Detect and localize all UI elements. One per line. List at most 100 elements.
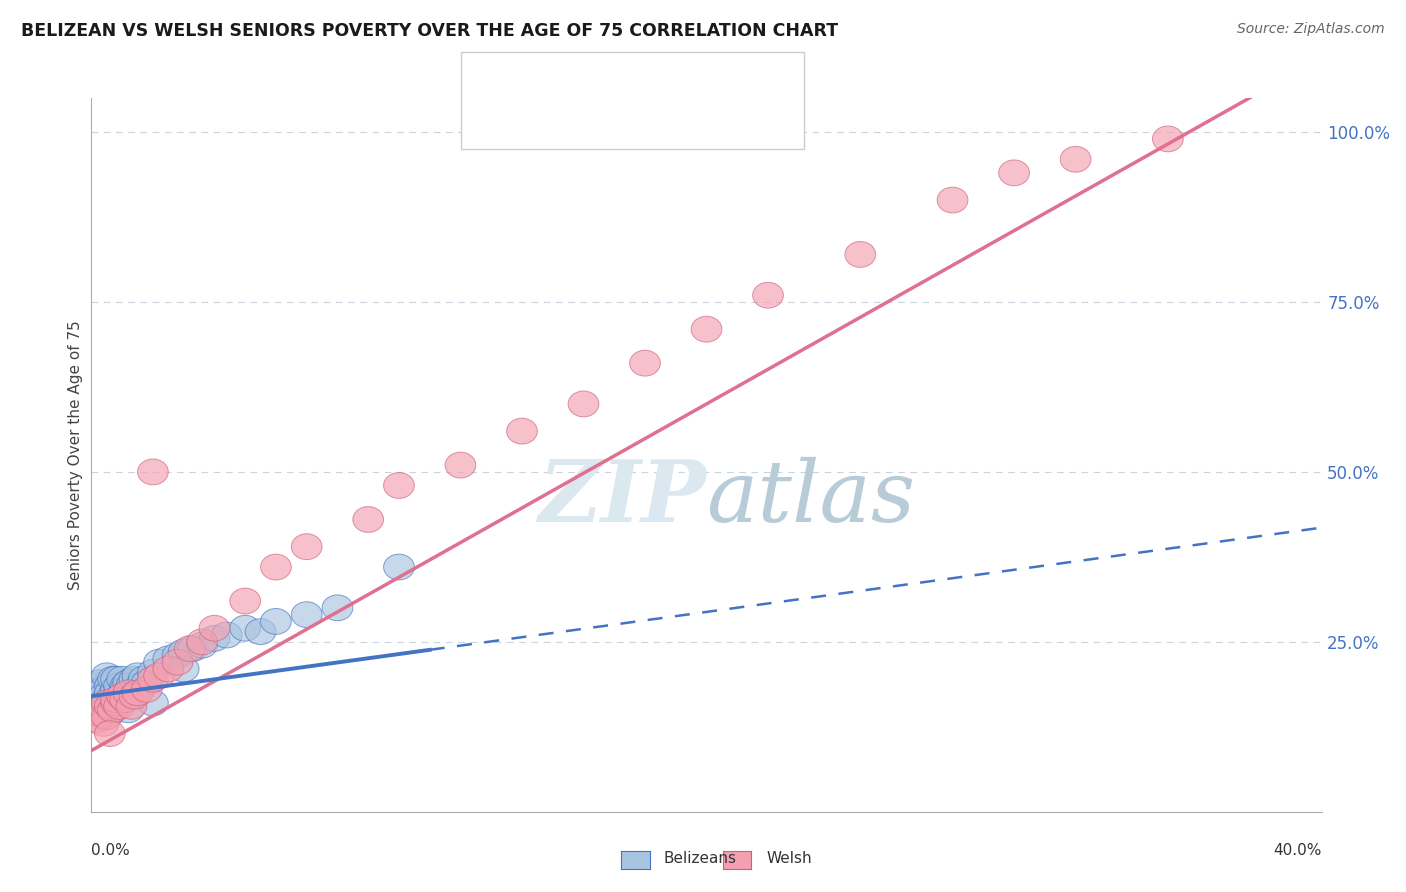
- Ellipse shape: [128, 666, 159, 692]
- Ellipse shape: [446, 452, 475, 478]
- Ellipse shape: [97, 683, 128, 709]
- Ellipse shape: [110, 687, 141, 713]
- Ellipse shape: [568, 391, 599, 417]
- Ellipse shape: [938, 187, 967, 213]
- Ellipse shape: [177, 636, 208, 662]
- Ellipse shape: [89, 710, 120, 736]
- Ellipse shape: [162, 649, 193, 675]
- Ellipse shape: [107, 666, 138, 692]
- Ellipse shape: [122, 680, 153, 706]
- Text: 0.0%: 0.0%: [91, 843, 131, 858]
- Ellipse shape: [94, 693, 125, 719]
- Ellipse shape: [229, 588, 260, 614]
- Ellipse shape: [1060, 146, 1091, 172]
- Ellipse shape: [153, 646, 184, 672]
- Ellipse shape: [107, 683, 138, 709]
- Ellipse shape: [104, 673, 135, 699]
- Ellipse shape: [1153, 126, 1184, 152]
- Ellipse shape: [82, 707, 112, 733]
- Ellipse shape: [115, 673, 146, 699]
- Ellipse shape: [89, 676, 120, 702]
- Ellipse shape: [101, 690, 131, 716]
- Ellipse shape: [138, 690, 169, 716]
- Ellipse shape: [291, 533, 322, 559]
- Ellipse shape: [692, 317, 721, 343]
- Ellipse shape: [112, 680, 143, 706]
- Ellipse shape: [94, 680, 125, 706]
- Ellipse shape: [110, 673, 141, 699]
- Ellipse shape: [120, 666, 150, 692]
- Ellipse shape: [211, 622, 242, 648]
- Ellipse shape: [101, 676, 131, 702]
- Ellipse shape: [998, 160, 1029, 186]
- Text: BELIZEAN VS WELSH SENIORS POVERTY OVER THE AGE OF 75 CORRELATION CHART: BELIZEAN VS WELSH SENIORS POVERTY OVER T…: [21, 22, 838, 40]
- Ellipse shape: [174, 636, 205, 662]
- Ellipse shape: [107, 683, 138, 709]
- Ellipse shape: [94, 673, 125, 699]
- Ellipse shape: [131, 676, 162, 702]
- Ellipse shape: [104, 680, 135, 706]
- Ellipse shape: [153, 657, 184, 681]
- Text: R = 0.205   N = 47: R = 0.205 N = 47: [512, 70, 682, 88]
- Ellipse shape: [138, 659, 169, 685]
- Text: Source: ZipAtlas.com: Source: ZipAtlas.com: [1237, 22, 1385, 37]
- Y-axis label: Seniors Poverty Over the Age of 75: Seniors Poverty Over the Age of 75: [67, 320, 83, 590]
- Ellipse shape: [94, 721, 125, 747]
- Text: 40.0%: 40.0%: [1274, 843, 1322, 858]
- Ellipse shape: [138, 459, 169, 485]
- Ellipse shape: [169, 657, 200, 681]
- Ellipse shape: [291, 602, 322, 628]
- Ellipse shape: [110, 676, 141, 702]
- Ellipse shape: [86, 680, 115, 706]
- Ellipse shape: [104, 693, 135, 719]
- Ellipse shape: [82, 673, 112, 699]
- Ellipse shape: [187, 632, 218, 658]
- Ellipse shape: [91, 663, 122, 689]
- Ellipse shape: [97, 697, 128, 723]
- Text: Belizeans: Belizeans: [664, 851, 737, 865]
- Ellipse shape: [200, 625, 229, 651]
- Ellipse shape: [143, 649, 174, 675]
- Ellipse shape: [115, 693, 146, 719]
- Ellipse shape: [86, 700, 115, 726]
- Ellipse shape: [187, 629, 218, 655]
- Ellipse shape: [752, 282, 783, 308]
- Ellipse shape: [384, 554, 415, 580]
- Ellipse shape: [91, 704, 122, 730]
- Ellipse shape: [143, 663, 174, 689]
- Ellipse shape: [162, 642, 193, 668]
- Ellipse shape: [122, 663, 153, 689]
- Ellipse shape: [94, 700, 125, 726]
- Ellipse shape: [101, 666, 131, 692]
- Ellipse shape: [112, 670, 143, 696]
- Ellipse shape: [384, 473, 415, 499]
- Ellipse shape: [200, 615, 229, 641]
- Ellipse shape: [101, 687, 131, 713]
- Ellipse shape: [845, 242, 876, 268]
- Ellipse shape: [97, 666, 128, 692]
- Ellipse shape: [91, 687, 122, 713]
- Ellipse shape: [112, 697, 143, 723]
- Ellipse shape: [353, 507, 384, 533]
- Ellipse shape: [169, 639, 200, 665]
- Text: ZIP: ZIP: [538, 456, 706, 540]
- Ellipse shape: [125, 673, 156, 699]
- Ellipse shape: [120, 683, 150, 709]
- Text: R =  0.661   N = 42: R = 0.661 N = 42: [512, 110, 688, 128]
- Text: Welsh: Welsh: [766, 851, 811, 865]
- Ellipse shape: [91, 690, 122, 716]
- Ellipse shape: [86, 670, 115, 696]
- Ellipse shape: [89, 704, 120, 730]
- Ellipse shape: [138, 666, 169, 692]
- Text: atlas: atlas: [706, 457, 915, 539]
- Ellipse shape: [89, 683, 120, 709]
- Ellipse shape: [101, 693, 131, 719]
- Ellipse shape: [260, 608, 291, 634]
- Ellipse shape: [131, 670, 162, 696]
- Ellipse shape: [229, 615, 260, 641]
- Ellipse shape: [245, 619, 276, 645]
- Ellipse shape: [260, 554, 291, 580]
- Ellipse shape: [506, 418, 537, 444]
- Ellipse shape: [630, 351, 661, 376]
- Ellipse shape: [322, 595, 353, 621]
